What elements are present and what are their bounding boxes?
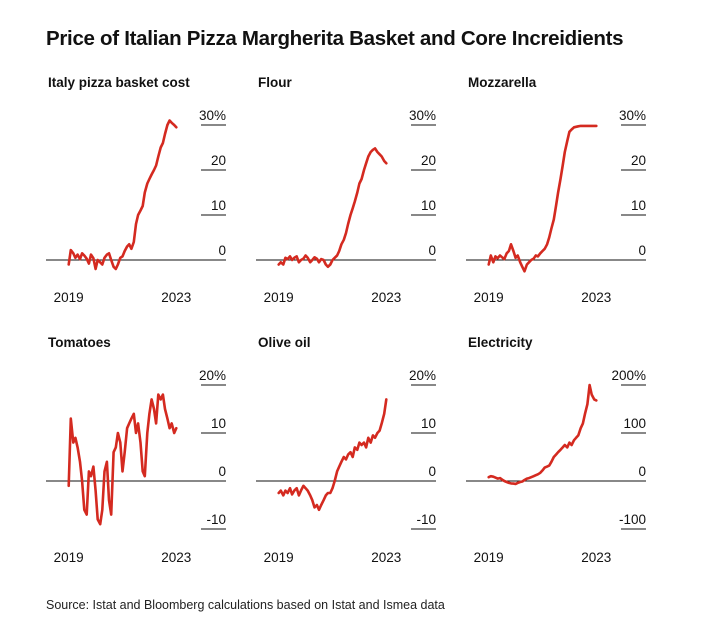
panel-olive-oil: Olive oil 20% 10 0 -10 2019 2023: [256, 335, 461, 575]
x-tick-label: 2019: [474, 290, 504, 305]
chart-title: Price of Italian Pizza Margherita Basket…: [46, 27, 624, 50]
y-tick-label: 30%: [619, 108, 646, 123]
series-line: [277, 147, 388, 269]
y-tick-label: 30%: [409, 108, 436, 123]
panel-title: Electricity: [468, 335, 533, 350]
x-tick-label: 2023: [161, 290, 191, 305]
panel-title: Italy pizza basket cost: [48, 75, 190, 90]
y-tick-label: 20%: [199, 368, 226, 383]
y-tick-label: 0: [428, 464, 436, 479]
y-tick-label: 0: [218, 464, 226, 479]
y-tick-label: 20%: [409, 368, 436, 383]
x-tick-label: 2023: [581, 550, 611, 565]
series-line: [487, 383, 598, 486]
y-tick-label: 0: [638, 243, 646, 258]
y-tick-label: 10: [631, 198, 646, 213]
y-tick-label: 10: [421, 416, 436, 431]
y-tick-label: -10: [416, 512, 436, 527]
panel-title: Mozzarella: [468, 75, 537, 90]
y-tick-label: 0: [428, 243, 436, 258]
series-line: [277, 398, 388, 512]
x-tick-label: 2019: [264, 290, 294, 305]
series-line: [487, 124, 598, 273]
panel-title: Flour: [258, 75, 292, 90]
x-tick-label: 2019: [54, 550, 84, 565]
y-tick-label: 20: [421, 153, 436, 168]
panel-title: Olive oil: [258, 335, 311, 350]
x-tick-label: 2023: [581, 290, 611, 305]
flour-chart: 30% 20 10 0 2019 2023: [256, 108, 436, 305]
x-tick-label: 2023: [371, 550, 401, 565]
y-tick-label: -10: [206, 512, 226, 527]
x-tick-label: 2019: [264, 550, 294, 565]
mozzarella-chart: 30% 20 10 0 2019 2023: [466, 108, 646, 305]
x-tick-label: 2019: [54, 290, 84, 305]
panel-title: Tomatoes: [48, 335, 111, 350]
electricity-chart: 200% 100 0 -100 2019 2023: [466, 368, 646, 565]
source-note: Source: Istat and Bloomberg calculations…: [46, 598, 445, 612]
x-tick-label: 2023: [371, 290, 401, 305]
y-tick-label: -100: [619, 512, 646, 527]
y-tick-label: 100: [623, 416, 646, 431]
y-tick-label: 20: [631, 153, 646, 168]
y-tick-label: 10: [211, 416, 226, 431]
panel-electricity: Electricity 200% 100 0 -100 2019 2023: [466, 335, 671, 575]
y-tick-label: 10: [211, 198, 226, 213]
panel-mozzarella: Mozzarella 30% 20 10 0 2019 2023: [466, 75, 671, 315]
y-tick-label: 30%: [199, 108, 226, 123]
y-tick-label: 0: [218, 243, 226, 258]
x-tick-label: 2023: [161, 550, 191, 565]
y-tick-label: 200%: [611, 368, 646, 383]
pizza-basket-chart: 30% 20 10 0 2019 2023: [46, 108, 226, 305]
olive-oil-chart: 20% 10 0 -10 2019 2023: [256, 368, 436, 565]
x-tick-label: 2019: [474, 550, 504, 565]
panel-tomatoes: Tomatoes 20% 10 0 -10 2019 2023: [46, 335, 251, 575]
y-tick-label: 20: [211, 153, 226, 168]
series-line: [67, 119, 178, 271]
y-tick-label: 0: [638, 464, 646, 479]
series-line: [67, 393, 178, 526]
panel-flour: Flour 30% 20 10 0 2019 2023: [256, 75, 461, 315]
y-tick-label: 10: [421, 198, 436, 213]
tomatoes-chart: 20% 10 0 -10 2019 2023: [46, 368, 226, 565]
panel-pizza-basket: Italy pizza basket cost 30% 20 10 0 2019 2023: [46, 75, 251, 315]
